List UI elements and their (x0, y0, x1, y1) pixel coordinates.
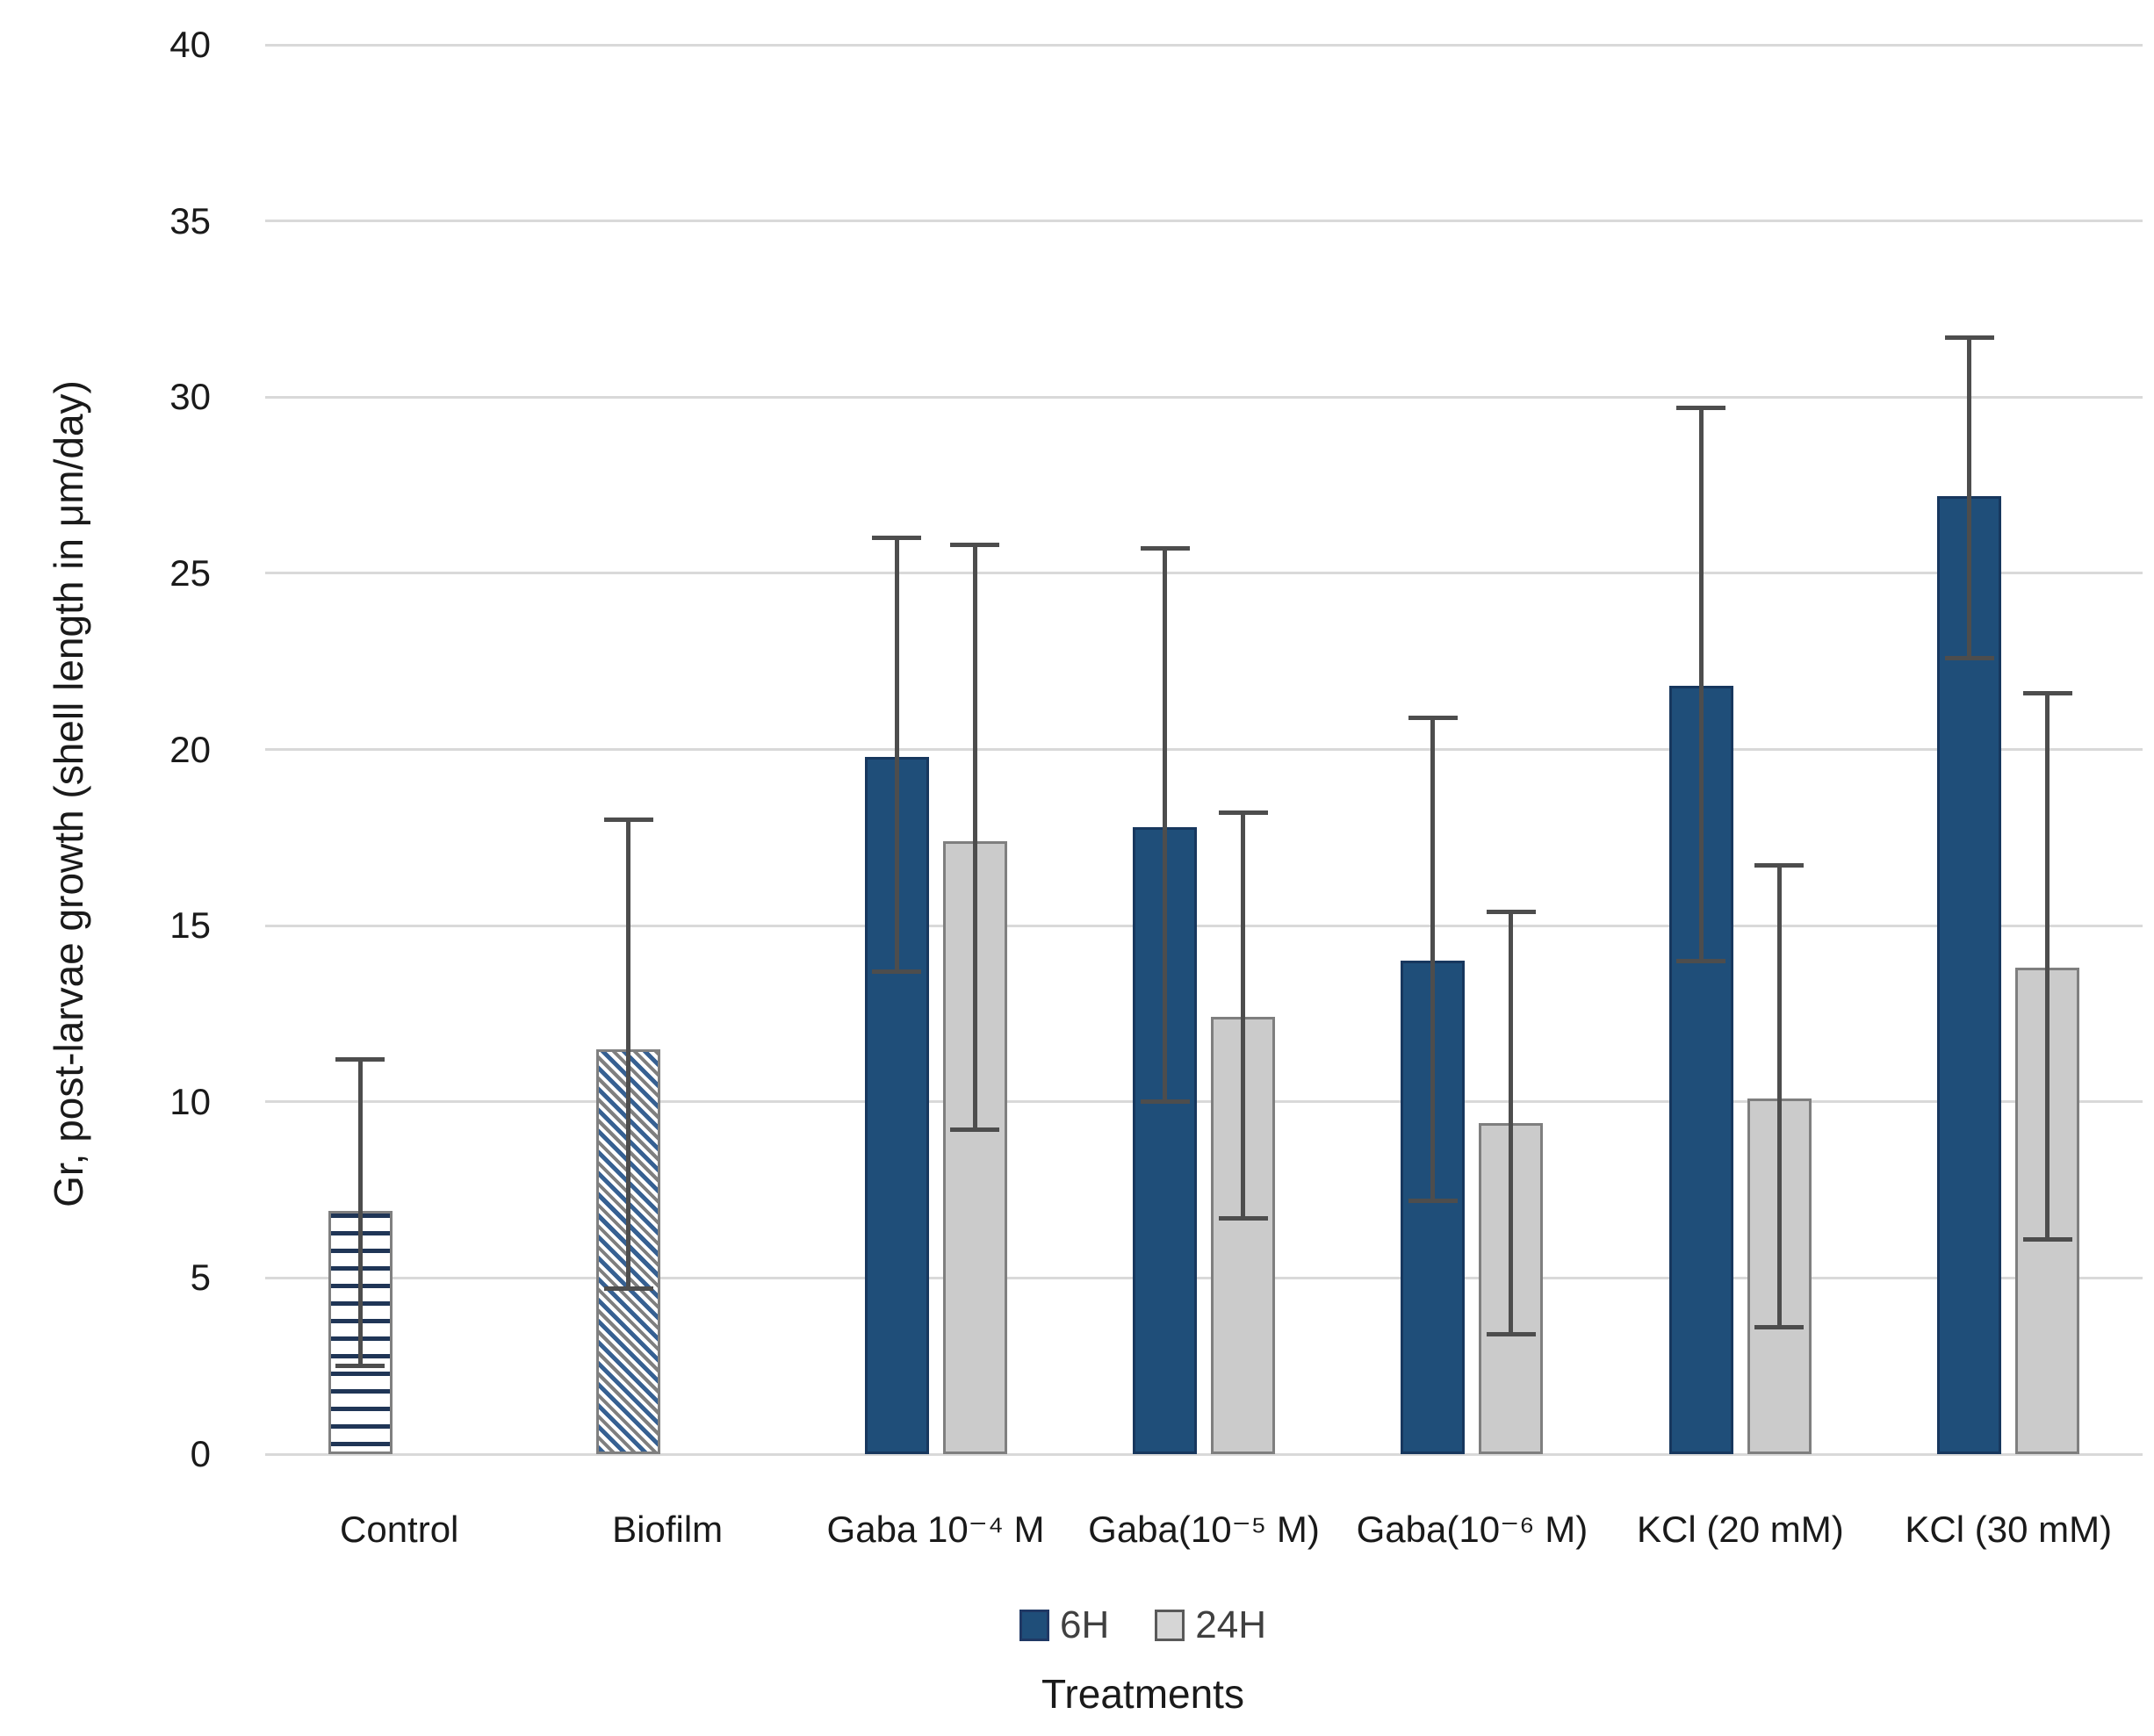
error-cap-top-24h-kcl-30-mm (2022, 690, 2072, 695)
y-tick-40: 40 (169, 24, 211, 65)
error-cap-bottom-6h-gaba-10-m (1140, 1099, 1190, 1105)
y-tick-10: 10 (169, 1080, 211, 1122)
y-tick-35: 35 (169, 199, 211, 241)
y-tick-15: 15 (169, 904, 211, 947)
error-cap-bottom-6h-kcl-30-mm (1944, 655, 1994, 660)
error-cap-top-6h-kcl-20-mm (1676, 405, 1726, 410)
x-category-gaba-10-m: Gaba 10⁻⁴ M (826, 1509, 1045, 1550)
x-axis-title: Treatments (1041, 1671, 1244, 1717)
legend-swatch-6h (1019, 1610, 1050, 1641)
gridline-25 (265, 572, 2143, 575)
gridline-5 (265, 1276, 2143, 1279)
gridline-35 (265, 220, 2143, 223)
x-category-gaba-10-m: Gaba(10⁻⁶ M) (1356, 1509, 1588, 1550)
error-cap-bottom-24h-kcl-20-mm (1754, 1325, 1805, 1330)
error-cap-bottom-6h-control (335, 1364, 385, 1369)
error-line-6h-gaba-10-m (1163, 548, 1167, 1102)
error-line-24h-gaba-10-m (1509, 911, 1514, 1335)
error-cap-bottom-24h-gaba-10-m (950, 1127, 1000, 1133)
error-cap-top-24h-kcl-20-mm (1754, 863, 1805, 868)
x-category-gaba-10-m: Gaba(10⁻⁵ M) (1088, 1509, 1320, 1550)
y-axis-title: Gr, post-larvae growth (shell length in … (46, 380, 91, 1207)
legend-item-6h: 6H (1019, 1603, 1109, 1647)
error-line-6h-kcl-20-mm (1698, 407, 1704, 962)
y-tick-30: 30 (169, 376, 211, 418)
y-tick-0: 0 (190, 1433, 211, 1474)
error-line-24h-kcl-30-mm (2045, 693, 2050, 1240)
x-category-kcl-30-mm: KCl (30 mM) (1905, 1509, 2113, 1550)
error-cap-top-6h-biofilm (603, 818, 653, 823)
error-line-6h-kcl-30-mm (1967, 337, 1972, 659)
error-cap-top-24h-gaba-10-m (1486, 909, 1536, 914)
error-cap-top-6h-control (335, 1057, 385, 1062)
error-cap-bottom-6h-gaba-10-m (872, 969, 922, 974)
error-line-6h-gaba-10-m (894, 537, 899, 972)
legend: 6H 24H (132, 1603, 2154, 1647)
error-line-24h-gaba-10-m (972, 544, 977, 1130)
legend-label-6h: 6H (1060, 1603, 1110, 1646)
error-cap-bottom-24h-gaba-10-m (1486, 1332, 1536, 1337)
gridline-15 (265, 924, 2143, 927)
error-cap-bottom-6h-biofilm (603, 1286, 653, 1291)
legend-item-24h: 24H (1155, 1603, 1266, 1647)
x-category-biofilm: Biofilm (612, 1509, 724, 1550)
x-category-kcl-20-mm: KCl (20 mM) (1637, 1509, 1844, 1550)
gridline-30 (265, 395, 2143, 399)
error-cap-top-6h-kcl-30-mm (1944, 335, 1994, 340)
gridline-10 (265, 1100, 2143, 1104)
error-cap-top-6h-gaba-10-m (872, 536, 922, 541)
y-tick-5: 5 (190, 1257, 211, 1299)
error-cap-bottom-6h-gaba-10-m (1408, 1198, 1458, 1203)
error-line-6h-biofilm (626, 819, 631, 1289)
error-cap-top-6h-gaba-10-m (1140, 546, 1190, 551)
error-cap-bottom-24h-gaba-10-m (1218, 1215, 1268, 1221)
legend-label-24h: 24H (1195, 1603, 1266, 1646)
error-line-24h-gaba-10-m (1241, 812, 1245, 1219)
gridline-20 (265, 748, 2143, 751)
error-line-24h-kcl-20-mm (1776, 865, 1782, 1328)
y-tick-20: 20 (169, 728, 211, 770)
y-tick-25: 25 (169, 551, 211, 594)
error-line-6h-control (357, 1059, 363, 1366)
error-cap-top-24h-gaba-10-m (1218, 810, 1268, 816)
error-cap-top-24h-gaba-10-m (950, 543, 1000, 548)
gridline-0 (265, 1452, 2143, 1456)
error-cap-bottom-6h-kcl-20-mm (1676, 958, 1726, 963)
error-cap-bottom-24h-kcl-30-mm (2022, 1236, 2072, 1242)
error-cap-top-6h-gaba-10-m (1408, 715, 1458, 720)
x-category-control: Control (340, 1509, 459, 1550)
legend-swatch-24h (1155, 1610, 1185, 1641)
error-line-6h-gaba-10-m (1430, 717, 1436, 1201)
gridline-40 (265, 43, 2143, 47)
